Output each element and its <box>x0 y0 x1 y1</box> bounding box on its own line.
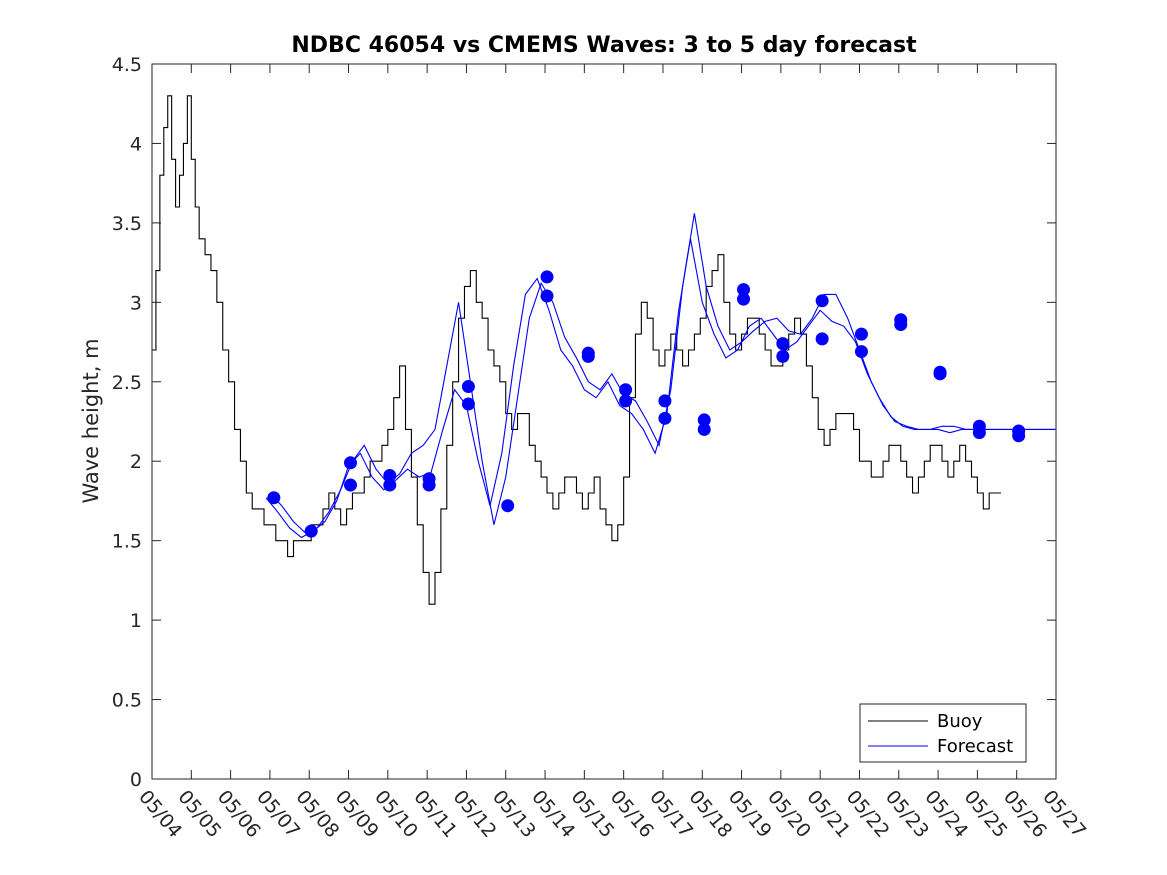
x-tick-label: 05/14 <box>527 786 579 842</box>
y-tick-label: 3 <box>130 292 142 314</box>
x-tick-label: 05/13 <box>488 786 540 842</box>
x-tick-label: 05/27 <box>1038 786 1090 842</box>
forecast-marker <box>343 478 357 492</box>
plot-area <box>151 63 1057 780</box>
x-tick-label: 05/15 <box>567 786 619 842</box>
forecast-marker <box>697 422 711 436</box>
forecast-marker <box>815 294 829 308</box>
forecast-marker <box>581 346 595 360</box>
x-tick-label: 05/19 <box>724 786 776 842</box>
x-tick-label: 05/10 <box>370 786 422 842</box>
forecast-marker <box>737 283 751 297</box>
forecast-marker <box>972 419 986 433</box>
y-tick-label: 1 <box>130 610 142 632</box>
y-tick-label: 2.5 <box>112 372 142 394</box>
forecast-marker <box>619 383 633 397</box>
legend-forecast-label: Forecast <box>937 736 1013 757</box>
x-tick-label: 05/24 <box>920 786 972 842</box>
forecast-marker <box>540 289 554 303</box>
forecast-marker <box>854 327 868 341</box>
chart-title: NDBC 46054 vs CMEMS Waves: 3 to 5 day fo… <box>291 33 917 58</box>
forecast-marker <box>737 292 751 306</box>
y-tick-label: 0 <box>130 769 142 791</box>
x-tick-label: 05/04 <box>134 786 186 842</box>
x-tick-label: 05/21 <box>802 786 854 842</box>
x-tick-label: 05/16 <box>606 786 658 842</box>
forecast-marker <box>933 365 947 379</box>
forecast-marker <box>383 478 397 492</box>
x-tick-label: 05/17 <box>645 786 697 842</box>
y-axis: 0 0.5 1 1.5 2 2.5 3 3.5 4 4.5 <box>112 54 1056 791</box>
x-tick-label: 05/12 <box>449 786 501 842</box>
x-tick-label: 05/26 <box>999 786 1051 842</box>
x-tick-label: 05/07 <box>252 786 304 842</box>
forecast-marker <box>658 394 672 408</box>
legend-buoy-label: Buoy <box>937 711 983 732</box>
forecast-marker <box>461 397 475 411</box>
x-tick-label: 05/05 <box>173 786 225 842</box>
forecast-marker <box>267 491 281 505</box>
x-tick-label: 05/09 <box>331 786 383 842</box>
forecast-marker <box>540 270 554 284</box>
legend-box <box>859 703 1027 763</box>
forecast-marker <box>619 394 633 408</box>
legend: Buoy Forecast <box>859 703 1027 763</box>
x-tick-label: 05/25 <box>960 786 1012 842</box>
forecast-marker <box>815 332 829 346</box>
forecast-marker <box>697 413 711 427</box>
series-layer <box>152 95 1056 605</box>
forecast-marker <box>304 524 318 538</box>
x-tick-label: 05/23 <box>881 786 933 842</box>
x-tick-label: 05/08 <box>291 786 343 842</box>
y-axis-label: Wave height, m <box>79 338 103 503</box>
x-tick-label: 05/22 <box>842 786 894 842</box>
forecast-marker <box>383 469 397 483</box>
y-tick-label: 4 <box>130 133 142 155</box>
forecast-marker <box>894 313 908 327</box>
forecast-marker <box>1012 424 1026 438</box>
forecast-marker <box>422 472 436 486</box>
x-tick-label: 05/18 <box>684 786 736 842</box>
x-tick-label: 05/11 <box>409 786 461 842</box>
forecast-marker <box>501 499 515 513</box>
forecast-marker <box>461 380 475 394</box>
forecast-marker <box>658 411 672 425</box>
y-tick-label: 2 <box>130 451 142 473</box>
x-tick-label: 05/06 <box>213 786 265 842</box>
forecast-marker <box>854 345 868 359</box>
y-tick-label: 1.5 <box>112 531 142 553</box>
y-tick-label: 4.5 <box>112 54 142 76</box>
forecast-marker <box>776 349 790 363</box>
forecast-marker <box>343 456 357 470</box>
y-tick-label: 3.5 <box>112 213 142 235</box>
forecast-marker <box>776 337 790 351</box>
y-tick-label: 0.5 <box>112 690 142 712</box>
x-tick-label: 05/20 <box>763 786 815 842</box>
buoy-line <box>152 95 1001 605</box>
